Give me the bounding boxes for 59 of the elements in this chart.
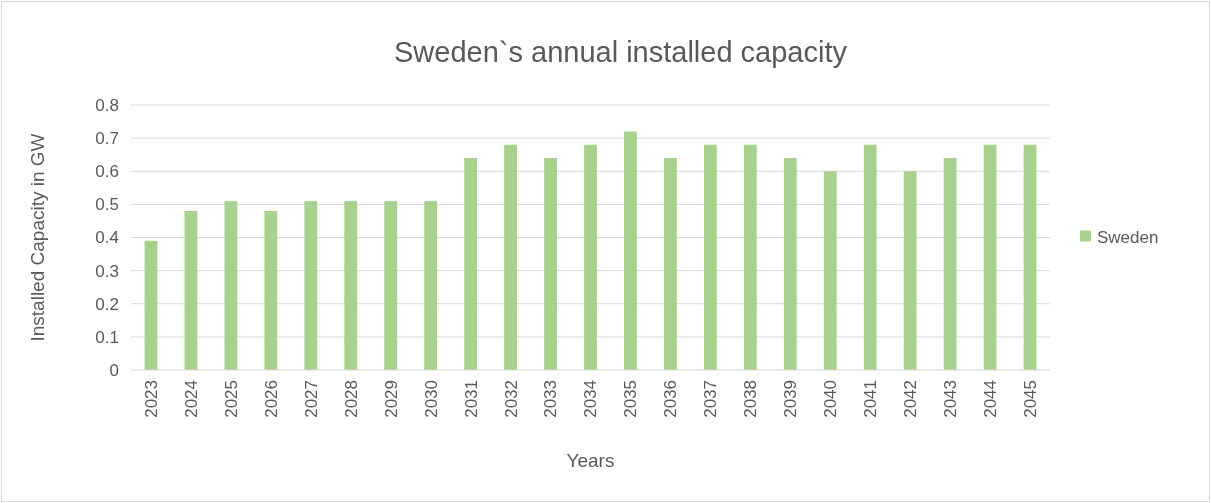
y-tick-label: 0.1	[95, 327, 119, 347]
legend-label: Sweden	[1097, 227, 1159, 247]
bar	[983, 144, 997, 370]
bar	[384, 201, 398, 370]
x-tick-label: 2035	[621, 380, 641, 418]
x-tick-label: 2026	[261, 380, 281, 418]
bar	[544, 158, 557, 370]
bar	[464, 158, 478, 370]
bar	[1023, 144, 1037, 370]
y-tick-label: 0.4	[95, 228, 119, 248]
x-tick-label: 2023	[141, 380, 161, 418]
x-tick-label: 2043	[941, 380, 961, 418]
y-tick-label: 0.2	[95, 294, 119, 314]
x-tick-label: 2041	[861, 380, 881, 418]
x-tick-label: 2025	[221, 380, 241, 418]
x-tick-label: 2040	[821, 380, 841, 418]
x-tick-label: 2031	[461, 380, 481, 418]
x-tick-label: 2037	[701, 380, 721, 418]
x-tick-label: 2029	[381, 380, 401, 418]
x-tick-label: 2038	[741, 380, 761, 418]
y-tick-label: 0	[109, 360, 119, 380]
x-tick-label: 2044	[981, 380, 1001, 418]
bar	[264, 211, 278, 370]
bar	[903, 171, 917, 370]
bar	[504, 144, 517, 370]
bar	[344, 201, 358, 370]
y-tick-label: 0.8	[95, 95, 119, 115]
bar	[304, 201, 318, 370]
y-axis-title: Installed Capacity in GW	[26, 133, 48, 342]
x-tick-label: 2039	[781, 380, 801, 418]
chart-title: Sweden`s annual installed capacity	[394, 36, 848, 68]
y-tick-label: 0.5	[95, 195, 119, 215]
x-tick-label: 2033	[541, 380, 561, 418]
bar	[144, 240, 158, 370]
y-tick-label: 0.7	[95, 129, 119, 149]
y-tick-label: 0.6	[95, 162, 119, 182]
x-tick-label: 2032	[501, 380, 521, 418]
bar	[943, 158, 957, 370]
x-axis-title: Years	[566, 450, 615, 471]
x-tick-label: 2030	[421, 380, 441, 418]
bar	[584, 144, 597, 370]
bar	[783, 158, 797, 370]
x-tick-label: 2024	[181, 380, 201, 418]
x-tick-label: 2045	[1020, 380, 1040, 418]
bar	[424, 201, 438, 370]
x-tick-label: 2036	[661, 380, 681, 418]
x-tick-label: 2034	[581, 380, 601, 418]
bar	[863, 144, 877, 370]
bar	[184, 211, 198, 370]
bar	[743, 144, 757, 370]
x-tick-label: 2027	[301, 380, 321, 418]
bar	[224, 201, 238, 370]
x-tick-label: 2028	[341, 380, 361, 418]
bar	[703, 144, 717, 370]
y-tick-label: 0.3	[95, 261, 119, 281]
x-tick-label: 2042	[901, 380, 921, 418]
bar	[624, 131, 637, 370]
bar	[823, 171, 837, 370]
bar	[664, 158, 677, 370]
